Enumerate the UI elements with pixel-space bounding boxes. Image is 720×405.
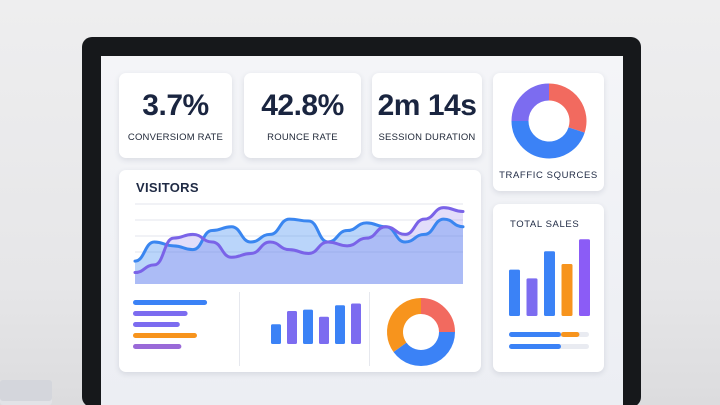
traffic-sources-card[interactable]: TRAFFIC SQURCES [493, 73, 604, 191]
visitors-line-chart [133, 203, 465, 284]
visitors-card[interactable]: VISITORS [119, 170, 481, 372]
hbar-3 [133, 333, 197, 338]
traffic-donut-slice-0 [548, 83, 587, 133]
traffic-donut-slice-2 [511, 83, 550, 122]
hbar-1 [133, 311, 188, 316]
traffic-donut-slice-1 [511, 120, 585, 159]
sales-bar-1 [526, 278, 538, 316]
visitors-title: VISITORS [136, 180, 199, 195]
mini-bar-5 [351, 303, 361, 344]
mini-donut-slice-1 [393, 331, 455, 366]
mini-bar-2 [303, 309, 313, 344]
hbar-4 [133, 344, 182, 349]
visitors-series-line-1 [133, 206, 465, 275]
sales-progress-segment-1-0 [509, 344, 561, 349]
widget-divider [369, 292, 370, 366]
kpi-card-bounce-rate[interactable]: 42.8% ROUNCE RATE [244, 73, 361, 158]
mini-bar-3 [319, 316, 329, 344]
sales-bar-4 [579, 239, 590, 316]
mini-donut-slice-0 [420, 298, 455, 333]
sales-bar-3 [561, 264, 573, 316]
widget-divider [239, 292, 240, 366]
total-sales-card[interactable]: TOTAL SALES [493, 204, 604, 372]
hbar-2 [133, 322, 180, 327]
total-sales-title: TOTAL SALES [510, 219, 580, 230]
kpi-card-session-duration[interactable]: 2m 14s SESSION DURATION [372, 73, 482, 158]
visitors-series-line-0 [133, 217, 465, 263]
horizontal-bars-widget [133, 300, 208, 349]
mini-bar-0 [271, 324, 281, 344]
kpi-card-conversion-rate[interactable]: 3.7% CONVERSIOM RATE [119, 73, 232, 158]
dashboard-screen: 3.7% CONVERSIOM RATE 42.8% ROUNCE RATE 2… [101, 56, 623, 405]
sales-progress-segment-0-1 [561, 332, 580, 337]
hbar-0 [133, 300, 208, 305]
mini-bar-4 [335, 305, 345, 344]
kpi-label: ROUNCE RATE [267, 132, 338, 143]
kpi-value: 3.7% [142, 89, 209, 122]
mini-bar-1 [287, 311, 297, 344]
traffic-sources-donut [511, 83, 587, 159]
desk-object [0, 380, 52, 405]
traffic-sources-label: TRAFFIC SQURCES [499, 170, 598, 181]
visitors-series-area-1 [135, 207, 463, 284]
kpi-value: 2m 14s [377, 89, 477, 122]
total-sales-progress-bars [509, 332, 589, 349]
kpi-label: SESSION DURATION [378, 132, 476, 143]
mini-donut-slice-2 [387, 298, 422, 352]
mini-bar-chart [271, 303, 361, 344]
sales-bar-0 [509, 269, 520, 316]
sales-bar-2 [544, 251, 555, 316]
total-sales-bar-chart [509, 239, 590, 316]
kpi-label: CONVERSIOM RATE [127, 132, 224, 143]
sales-progress-segment-0-0 [509, 332, 561, 337]
kpi-value: 42.8% [261, 89, 344, 122]
mini-donut-chart [387, 298, 455, 366]
